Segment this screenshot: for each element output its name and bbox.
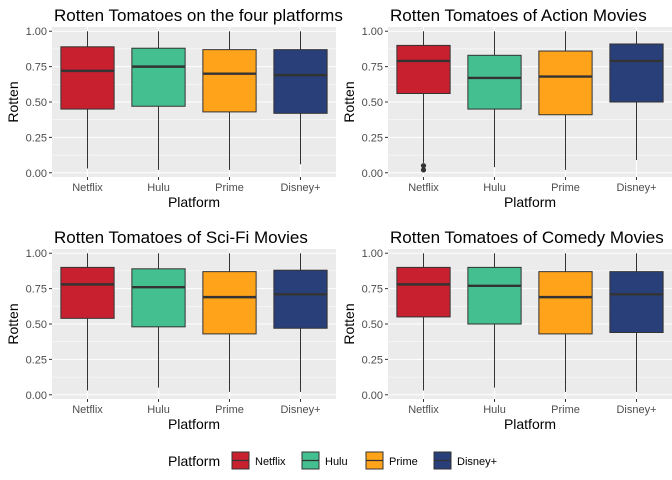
y-tick-label: 0.25 — [26, 354, 47, 366]
box-iqr — [467, 266, 522, 325]
legend-label: Disney+ — [457, 456, 497, 468]
x-tick-label: Netflix — [408, 404, 439, 416]
y-tick-label: 0.75 — [362, 284, 383, 296]
box-iqr — [609, 43, 664, 103]
box-iqr — [538, 50, 593, 116]
box-iqr — [60, 266, 115, 319]
x-tick-label: Prime — [551, 404, 580, 416]
x-tick-label: Netflix — [72, 404, 103, 416]
x-tick-label: Netflix — [408, 182, 439, 194]
box-iqr — [273, 49, 328, 114]
x-tick-label: Prime — [551, 182, 580, 194]
box-iqr — [538, 271, 593, 335]
legend-item: Hulu — [301, 451, 348, 470]
legend-label: Prime — [389, 456, 418, 468]
legend-item: Disney+ — [433, 451, 497, 470]
y-tick-label: 1.00 — [26, 248, 47, 260]
legend: Platform Netflix Hulu Prime Disney+ — [168, 451, 497, 470]
y-tick-label: 0.00 — [362, 390, 383, 402]
x-tick-label: Hulu — [147, 182, 170, 194]
y-tick-label: 1.00 — [362, 248, 383, 260]
box-iqr — [467, 54, 522, 110]
chart-panel: 0.00 0.25 0.50 0.75 1.00 Netflix Hulu Prime Disn… — [341, 228, 672, 432]
y-axis-label: Rotten — [5, 303, 21, 344]
x-tick-label: Prime — [215, 182, 244, 194]
chart-title: Rotten Tomatoes of Comedy Movies — [390, 228, 664, 247]
y-tick-label: 0.75 — [362, 62, 383, 74]
chart-panel: 0.00 0.25 0.50 0.75 1.00 Netflix Hulu Prime Disn… — [5, 228, 336, 432]
box-outlier — [420, 163, 427, 169]
chart-title: Rotten Tomatoes of Sci-Fi Movies — [54, 228, 308, 247]
box-outlier — [420, 167, 427, 173]
y-axis-label: Rotten — [341, 81, 357, 122]
y-tick-label: 0.50 — [26, 97, 47, 109]
box-iqr — [202, 271, 257, 335]
x-axis-label: Platform — [504, 416, 556, 432]
chart-panel: 0.00 0.25 0.50 0.75 1.00 Netflix Hulu Prime Disn… — [341, 6, 672, 210]
chart-title: Rotten Tomatoes on the four platforms — [54, 6, 343, 25]
y-tick-label: 0.25 — [362, 354, 383, 366]
legend-title: Platform — [168, 453, 220, 469]
y-tick-label: 1.00 — [26, 26, 47, 38]
y-tick-label: 1.00 — [362, 26, 383, 38]
x-axis-label: Platform — [504, 194, 556, 210]
chart-panel: 0.00 0.25 0.50 0.75 1.00 Netflix Hulu Prime Disn… — [5, 6, 343, 210]
box-iqr — [60, 46, 115, 110]
y-tick-label: 0.00 — [26, 168, 47, 180]
box-iqr — [131, 268, 186, 328]
legend-item: Netflix — [231, 451, 286, 470]
y-tick-label: 0.75 — [26, 284, 47, 296]
x-tick-label: Hulu — [483, 404, 506, 416]
legend-label: Netflix — [255, 456, 286, 468]
x-axis-label: Platform — [168, 194, 220, 210]
box-iqr — [396, 44, 451, 95]
chart-title: Rotten Tomatoes of Action Movies — [390, 6, 647, 25]
x-axis-label: Platform — [168, 416, 220, 432]
y-tick-label: 0.25 — [26, 132, 47, 144]
y-axis-label: Rotten — [5, 81, 21, 122]
y-tick-label: 0.25 — [362, 132, 383, 144]
box-iqr — [609, 271, 664, 333]
box-iqr — [202, 49, 257, 113]
y-axis-label: Rotten — [341, 303, 357, 344]
y-tick-label: 0.00 — [26, 390, 47, 402]
y-tick-label: 0.50 — [362, 97, 383, 109]
x-tick-label: Disney+ — [280, 182, 320, 194]
x-tick-label: Hulu — [147, 404, 170, 416]
y-tick-label: 0.75 — [26, 62, 47, 74]
box-iqr — [273, 269, 328, 329]
y-tick-label: 0.50 — [26, 319, 47, 331]
x-tick-label: Disney+ — [280, 404, 320, 416]
x-tick-label: Netflix — [72, 182, 103, 194]
legend-label: Hulu — [325, 456, 348, 468]
x-tick-label: Disney+ — [616, 404, 656, 416]
y-tick-label: 0.00 — [362, 168, 383, 180]
box-iqr — [131, 47, 186, 107]
x-tick-label: Disney+ — [616, 182, 656, 194]
box-iqr — [396, 266, 451, 318]
x-tick-label: Prime — [215, 404, 244, 416]
x-tick-label: Hulu — [483, 182, 506, 194]
y-tick-label: 0.50 — [362, 319, 383, 331]
legend-item: Prime — [365, 451, 418, 470]
